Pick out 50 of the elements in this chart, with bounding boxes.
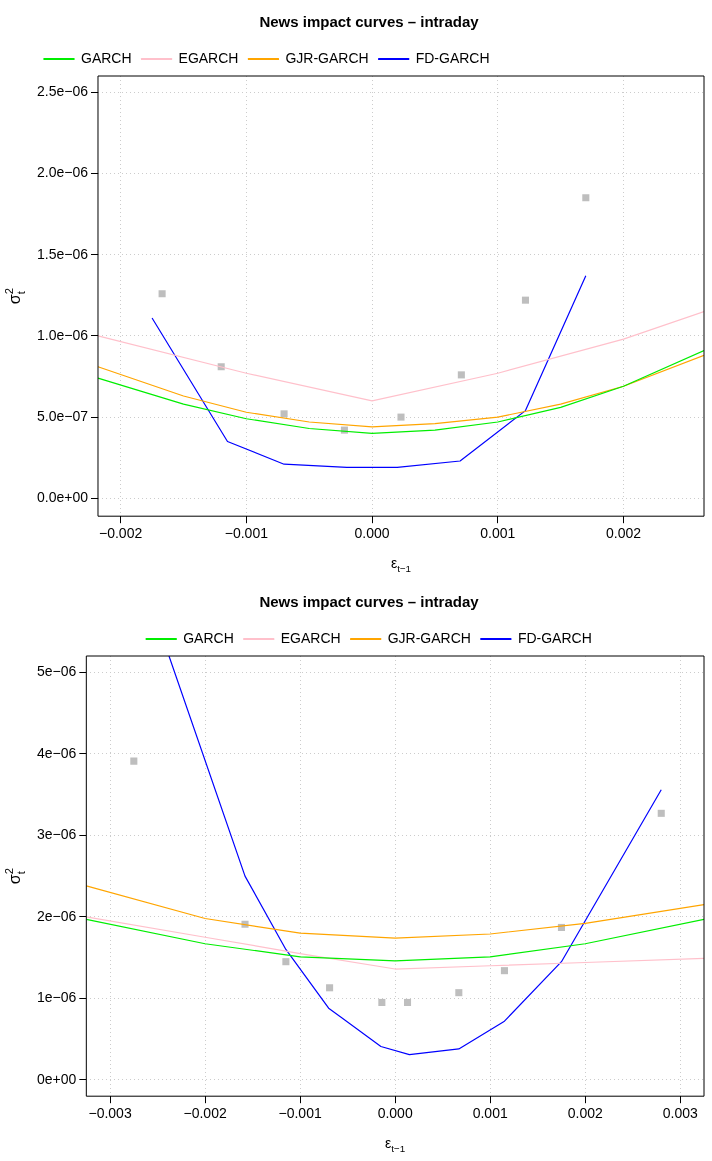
y-axis-title: σ2t — [2, 288, 27, 305]
point — [282, 958, 290, 966]
chart-title: News impact curves – intraday — [259, 593, 480, 611]
point — [326, 984, 334, 992]
legend-label: GARCH — [81, 49, 132, 66]
x-tick-label: 0.002 — [606, 525, 642, 542]
y-tick-label: 0e+00 — [36, 1070, 77, 1087]
y-tick-label: 4e−06 — [36, 744, 77, 761]
y-tick-label: 3e−06 — [36, 826, 77, 843]
x-tick-label: −0.001 — [278, 1105, 322, 1122]
point — [582, 194, 590, 202]
legend-label: GJR-GARCH — [285, 49, 369, 66]
legend-label: FD-GARCH — [517, 629, 592, 646]
legend-label: EGARCH — [280, 629, 341, 646]
y-axis-title: σ2t — [2, 868, 27, 885]
x-tick-label: −0.003 — [88, 1105, 132, 1122]
point — [457, 371, 465, 379]
y-tick-label: 1e−06 — [36, 989, 77, 1006]
y-tick-label: 5.0e−07 — [37, 407, 89, 424]
y-tick-label: 1.0e−06 — [37, 326, 89, 343]
x-tick-label: 0.000 — [377, 1105, 413, 1122]
point — [500, 967, 508, 975]
point — [378, 998, 386, 1006]
chart-title: News impact curves – intraday — [259, 13, 480, 31]
x-tick-label: 0.003 — [662, 1105, 698, 1122]
x-tick-label: 0.001 — [480, 525, 516, 542]
x-tick-label: −0.002 — [99, 525, 143, 542]
legend-label: FD-GARCH — [415, 49, 490, 66]
y-tick-label: 0.0e+00 — [37, 489, 89, 506]
point — [455, 989, 463, 997]
x-tick-label: −0.002 — [183, 1105, 227, 1122]
point — [521, 296, 529, 304]
x-tick-label: −0.001 — [224, 525, 269, 542]
point — [397, 413, 405, 421]
legend-label: GJR-GARCH — [387, 629, 471, 646]
point — [280, 410, 288, 418]
point — [657, 809, 665, 817]
y-tick-label: 2e−06 — [36, 907, 77, 924]
point — [130, 757, 138, 765]
point — [158, 290, 166, 298]
x-tick-label: 0.001 — [472, 1105, 508, 1122]
y-tick-label: 5e−06 — [36, 663, 77, 680]
x-tick-label: 0.002 — [567, 1105, 603, 1122]
y-tick-label: 2.0e−06 — [37, 164, 89, 181]
legend-label: EGARCH — [178, 49, 239, 66]
y-tick-label: 2.5e−06 — [37, 83, 89, 100]
point — [403, 998, 412, 1006]
y-tick-label: 1.5e−06 — [37, 245, 89, 262]
legend-label: GARCH — [183, 629, 234, 646]
x-tick-label: 0.000 — [354, 525, 390, 542]
